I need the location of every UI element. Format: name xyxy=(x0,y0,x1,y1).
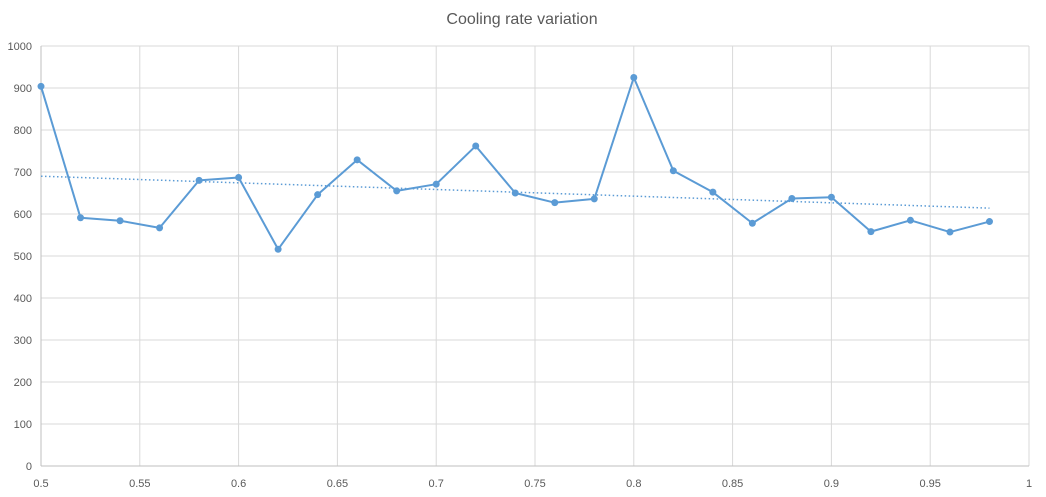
x-tick-label: 0.95 xyxy=(919,478,940,490)
data-point xyxy=(472,142,480,150)
x-axis-tick-labels: 0.5 0.55 0.6 0.65 0.7 0.75 0.8 0.85 0.9 0.95 1 xyxy=(33,478,1032,490)
y-tick-label: 0 xyxy=(26,461,32,473)
data-point xyxy=(827,193,835,201)
data-point xyxy=(156,224,164,232)
x-tick-label: 0.9 xyxy=(824,478,839,490)
data-point xyxy=(511,189,519,197)
data-point xyxy=(116,217,124,225)
data-point xyxy=(946,228,954,236)
y-tick-label: 700 xyxy=(14,167,32,179)
data-point xyxy=(590,195,598,203)
x-tick-label: 0.8 xyxy=(626,478,641,490)
y-axis-tick-labels: 0 100 200 300 400 500 600 700 800 900 1000 xyxy=(8,41,32,473)
x-tick-label: 0.6 xyxy=(231,478,246,490)
data-point xyxy=(393,187,401,195)
x-tick-label: 0.85 xyxy=(722,478,743,490)
chart-title: Cooling rate variation xyxy=(446,11,597,28)
y-tick-label: 500 xyxy=(14,251,32,263)
data-point xyxy=(630,74,638,81)
y-tick-label: 200 xyxy=(14,377,32,389)
y-tick-label: 800 xyxy=(14,125,32,137)
data-point xyxy=(37,82,45,90)
y-tick-label: 100 xyxy=(14,419,32,431)
data-point xyxy=(432,180,440,188)
data-point xyxy=(353,156,361,164)
data-point xyxy=(709,188,717,196)
data-point xyxy=(235,173,243,181)
y-tick-label: 300 xyxy=(14,335,32,347)
y-tick-label: 900 xyxy=(14,83,32,95)
data-point xyxy=(77,214,85,222)
x-tick-label: 0.75 xyxy=(524,478,545,490)
x-tick-label: 0.7 xyxy=(429,478,444,490)
x-tick-label: 0.55 xyxy=(129,478,150,490)
x-tick-label: 0.5 xyxy=(33,478,48,490)
y-tick-label: 600 xyxy=(14,209,32,221)
series-line xyxy=(40,76,990,251)
data-point xyxy=(748,219,756,227)
data-point xyxy=(788,194,796,202)
x-tick-label: 0.65 xyxy=(327,478,348,490)
data-point xyxy=(274,245,282,253)
data-point xyxy=(551,199,559,207)
grid xyxy=(41,45,1030,466)
series-group xyxy=(37,74,993,253)
axes xyxy=(40,46,1029,467)
y-tick-label: 400 xyxy=(14,293,32,305)
data-point xyxy=(985,218,993,226)
data-point xyxy=(906,216,914,224)
x-tick-label: 1 xyxy=(1026,478,1032,490)
y-tick-label: 1000 xyxy=(8,41,32,53)
data-point xyxy=(314,191,322,199)
data-point xyxy=(867,228,875,236)
data-point xyxy=(669,167,677,175)
data-point xyxy=(195,176,203,184)
